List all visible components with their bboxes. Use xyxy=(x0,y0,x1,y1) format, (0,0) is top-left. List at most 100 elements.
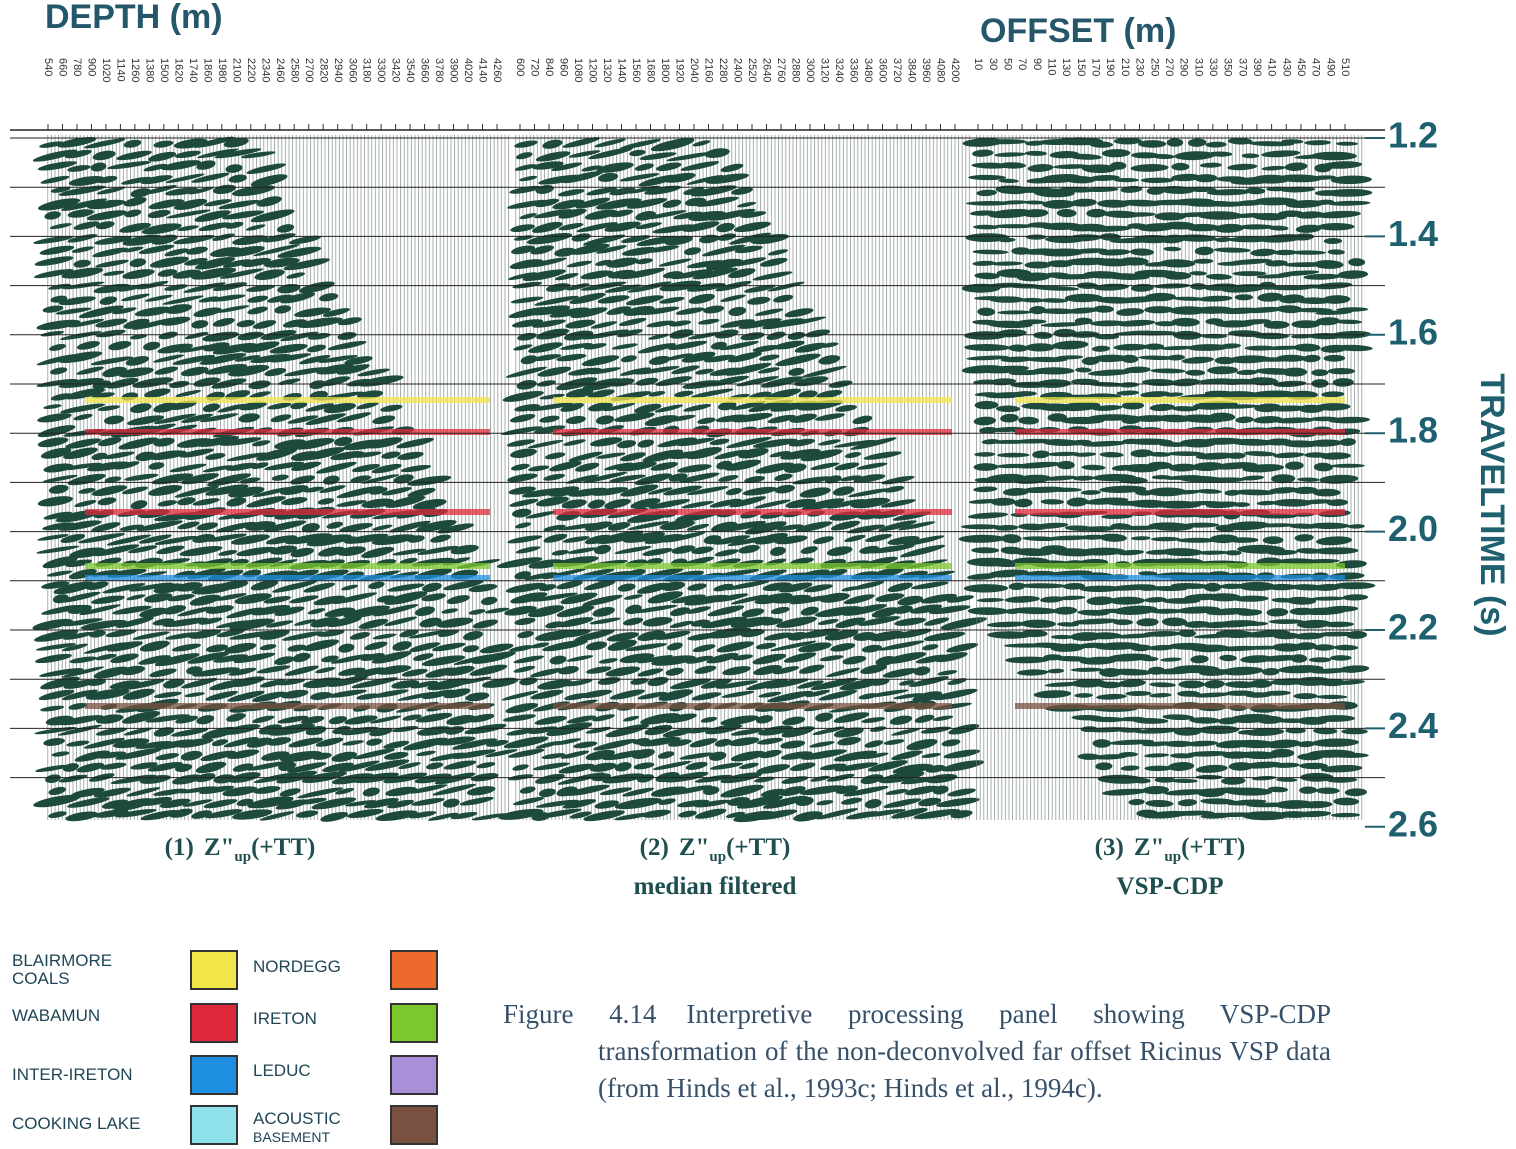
wavelet xyxy=(967,512,1009,519)
wavelet xyxy=(977,307,996,317)
wavelet xyxy=(49,343,66,351)
wavelet xyxy=(1265,739,1301,749)
wavelet xyxy=(513,655,545,664)
wavelet xyxy=(163,678,185,689)
wavelet xyxy=(996,329,1027,338)
wavelet xyxy=(1261,165,1286,171)
wavelet xyxy=(790,557,814,565)
trace-label: 310 xyxy=(1192,58,1204,76)
wavelet xyxy=(819,655,844,662)
wavelet xyxy=(330,451,365,461)
time-tick-label: 2.2 xyxy=(1388,607,1438,648)
wavelet xyxy=(1062,582,1086,590)
wavelet xyxy=(1149,403,1175,412)
wavelet xyxy=(1327,368,1356,375)
wavelet xyxy=(818,439,841,446)
wavelet xyxy=(509,414,536,423)
wavelet xyxy=(1276,777,1298,782)
wavelet xyxy=(528,605,565,618)
wavelet xyxy=(318,546,345,557)
wavelet xyxy=(754,776,775,783)
wavelet xyxy=(770,400,817,412)
wavelet xyxy=(443,760,477,770)
wavelet xyxy=(616,461,657,472)
wavelet xyxy=(682,380,721,389)
wavelet xyxy=(1311,369,1329,377)
wavelet xyxy=(87,678,106,686)
wavelet xyxy=(701,616,748,629)
wavelet xyxy=(92,247,129,258)
wavelet xyxy=(805,689,830,698)
wavelet xyxy=(42,305,64,313)
wavelet xyxy=(595,198,642,210)
legend-swatch xyxy=(190,1055,238,1095)
wavelet xyxy=(1243,761,1282,769)
wavelet xyxy=(253,320,277,329)
wavelet xyxy=(1186,344,1230,351)
wavelet xyxy=(1043,475,1078,481)
wavelet xyxy=(563,439,586,446)
wavelet xyxy=(730,616,775,629)
wavelet xyxy=(372,524,393,531)
wavelet xyxy=(587,367,622,375)
wavelet xyxy=(226,749,260,759)
trace-label: 450 xyxy=(1295,58,1307,76)
wavelet xyxy=(979,426,998,434)
trace-label: 600 xyxy=(514,58,526,76)
wavelet xyxy=(148,485,183,496)
wavelet xyxy=(319,485,346,493)
wavelet xyxy=(755,462,795,474)
wavelet xyxy=(62,689,98,701)
wavelet xyxy=(1134,728,1179,734)
wavelet xyxy=(222,724,260,735)
wavelet xyxy=(1268,619,1305,625)
wavelet xyxy=(1252,332,1290,340)
wavelet xyxy=(598,172,619,182)
wavelet xyxy=(711,521,738,533)
wavelet xyxy=(795,521,833,532)
wavelet xyxy=(55,307,92,315)
wavelet xyxy=(364,797,399,809)
wavelet xyxy=(770,546,786,556)
legend-line: COALS xyxy=(12,969,70,988)
wavelet xyxy=(724,580,770,591)
wavelet xyxy=(1159,186,1195,194)
wavelet xyxy=(684,594,730,606)
wavelet xyxy=(973,224,999,230)
wavelet xyxy=(765,678,809,689)
wavelet xyxy=(709,438,730,446)
wavelet xyxy=(705,173,749,184)
wavelet xyxy=(514,522,532,529)
wavelet xyxy=(900,544,946,558)
wavelet xyxy=(1144,343,1165,350)
wavelet xyxy=(1079,585,1122,593)
wavelet xyxy=(250,580,279,591)
wavelet xyxy=(1160,345,1194,351)
figure-caption: Figure 4.14 Interpretive processing panel… xyxy=(503,996,1331,1107)
wavelet xyxy=(299,355,331,365)
wavelet xyxy=(539,393,565,400)
wavelet xyxy=(510,463,530,471)
wavelet xyxy=(138,655,171,665)
wavelet xyxy=(667,642,683,651)
wavelet xyxy=(762,795,808,809)
wavelet xyxy=(514,404,541,412)
wavelet xyxy=(584,521,613,531)
wavelet xyxy=(286,272,306,279)
wavelet xyxy=(259,811,295,821)
wavelet xyxy=(536,328,570,340)
wavelet xyxy=(1192,692,1231,698)
trace-label: 3960 xyxy=(920,58,932,82)
wavelet xyxy=(1205,501,1240,509)
wavelet xyxy=(1189,717,1221,724)
wavelet xyxy=(446,714,476,726)
wavelet xyxy=(1285,461,1304,470)
wavelet xyxy=(741,608,765,618)
wavelet xyxy=(93,666,129,679)
wavelet xyxy=(1285,200,1325,208)
wavelet xyxy=(556,353,587,362)
wavelet xyxy=(652,760,692,771)
wavelet xyxy=(714,329,739,339)
wavelet xyxy=(530,689,564,700)
wavelet xyxy=(833,439,876,448)
